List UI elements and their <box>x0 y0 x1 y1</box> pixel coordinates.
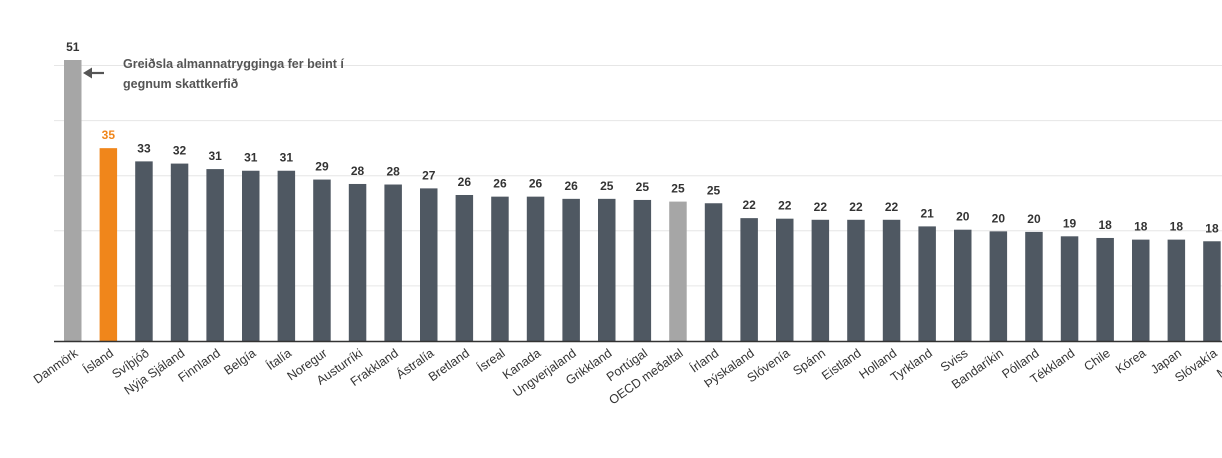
value-label: 18 <box>1205 221 1219 235</box>
category-label: Chile <box>1081 346 1112 374</box>
value-label: 35 <box>102 128 116 142</box>
value-label: 25 <box>636 180 650 194</box>
bar <box>1096 237 1114 341</box>
bar <box>170 163 189 341</box>
bar <box>847 219 865 341</box>
value-label: 20 <box>992 211 1006 225</box>
value-label: 26 <box>493 177 507 191</box>
value-label: 31 <box>208 149 222 163</box>
bar <box>562 198 580 341</box>
annotation-line-1: Greiðsla almannatrygginga fer beint í <box>123 57 344 71</box>
bar <box>1167 239 1186 341</box>
value-label: 20 <box>1027 212 1041 226</box>
value-label: 26 <box>458 175 472 189</box>
category-label: Bretland <box>426 346 472 384</box>
value-label: 20 <box>956 210 970 224</box>
annotation-line-2: gegnum skattkerfið <box>123 77 239 91</box>
value-label: 21 <box>920 206 934 220</box>
value-label: 22 <box>885 200 899 214</box>
value-label: 32 <box>173 144 187 158</box>
bar <box>1203 241 1221 341</box>
bars <box>64 60 1221 341</box>
annotation: Greiðsla almannatrygginga fer beint í ge… <box>83 57 344 91</box>
value-label: 31 <box>280 151 294 165</box>
value-label: 28 <box>351 164 365 178</box>
category-label: Eistland <box>819 346 863 383</box>
value-label: 18 <box>1170 220 1184 234</box>
value-label: 22 <box>814 200 828 214</box>
value-label: 31 <box>244 151 258 165</box>
value-label: 25 <box>671 182 685 196</box>
value-label: 28 <box>386 165 400 179</box>
value-label: 19 <box>1063 216 1077 230</box>
value-label: 18 <box>1134 220 1148 234</box>
bar <box>776 218 794 341</box>
category-label: Mexíkó <box>1214 346 1222 381</box>
value-label: 22 <box>849 200 863 214</box>
bar <box>313 179 331 341</box>
bar <box>455 194 474 341</box>
bar <box>64 60 82 341</box>
bar <box>811 219 830 341</box>
bar <box>704 203 723 341</box>
value-label: 29 <box>315 160 329 174</box>
bar <box>598 198 616 341</box>
value-label: 26 <box>564 179 578 193</box>
value-label: 22 <box>778 199 792 213</box>
value-label: 27 <box>422 168 436 182</box>
bar <box>918 226 936 341</box>
bar <box>1060 236 1079 341</box>
bar <box>669 201 687 341</box>
category-label: Kórea <box>1113 346 1148 377</box>
bar <box>135 161 153 341</box>
bar <box>277 170 296 341</box>
bar <box>633 199 652 341</box>
category-label: Danmörk <box>31 346 81 387</box>
bar <box>1132 239 1150 341</box>
bar <box>242 170 260 341</box>
bar <box>740 218 758 341</box>
bar <box>882 219 901 341</box>
value-label: 33 <box>137 141 151 155</box>
bar <box>526 196 545 341</box>
bar <box>206 169 224 341</box>
bar <box>348 183 367 341</box>
bar <box>491 196 509 341</box>
left-arrow-icon <box>83 67 104 79</box>
value-label: 26 <box>529 177 543 191</box>
value-label: 25 <box>707 183 721 197</box>
value-label: 22 <box>742 198 756 212</box>
value-labels: 51 35 33 32 31 31 31 29 28 28 27 26 26 26 26 25 25 25 25 22… <box>66 40 1219 235</box>
bar <box>954 229 972 341</box>
bar <box>420 188 438 341</box>
category-label: Belgía <box>221 346 258 378</box>
bar <box>1025 231 1043 341</box>
value-label: 18 <box>1098 218 1112 232</box>
value-label: 25 <box>600 179 614 193</box>
bar <box>384 184 402 341</box>
bar <box>989 231 1008 341</box>
value-label: 51 <box>66 40 80 54</box>
bar <box>99 148 118 341</box>
